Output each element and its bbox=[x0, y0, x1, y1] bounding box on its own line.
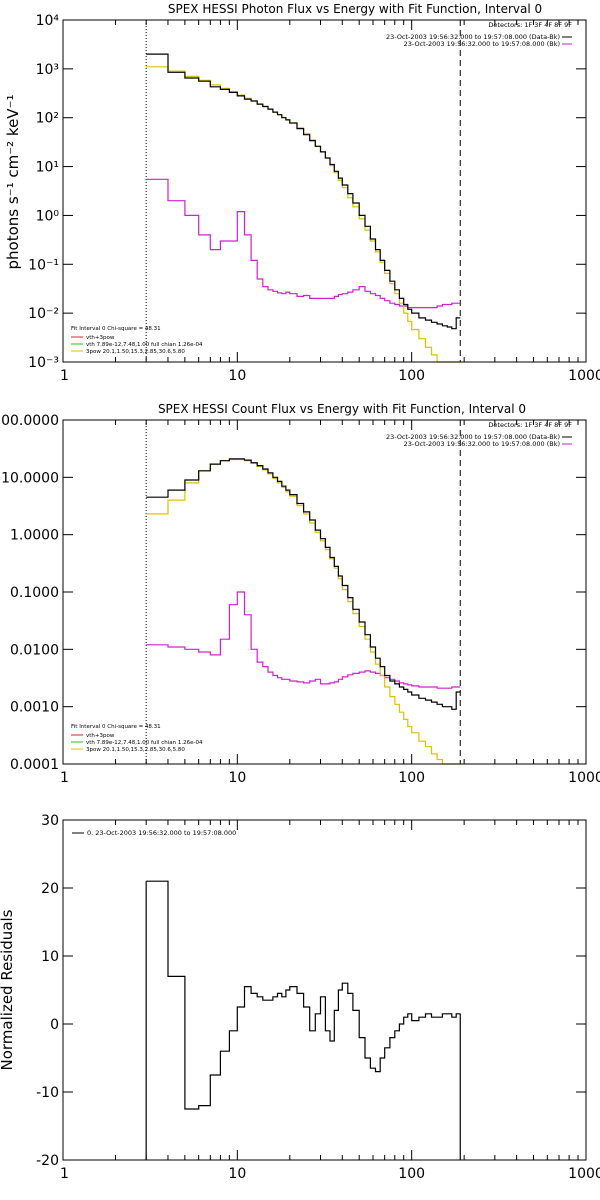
photon-xtick-label: 1 bbox=[60, 368, 69, 384]
photon-flux-panel: SPEX HESSI Photon Flux vs Energy with Fi… bbox=[4, 2, 600, 384]
resid-ytick-label: 0 bbox=[50, 1017, 59, 1033]
count-xtick-label: 1 bbox=[60, 770, 69, 786]
resid-ytick-label: 30 bbox=[41, 813, 59, 829]
count-flux-panel: SPEX HESSI Count Flux vs Energy with Fit… bbox=[0, 402, 600, 786]
count-ytick-label: 0.1000 bbox=[10, 585, 59, 601]
photon-series-0 bbox=[146, 53, 461, 330]
count-fit-vth: vth 7.89e-12,7.48,1.00 full chian 1.26e-… bbox=[86, 740, 203, 746]
photon-fit-total: vth+3pow bbox=[86, 335, 115, 341]
photon-series-group bbox=[145, 20, 461, 363]
count-xtick-label: 10 bbox=[228, 770, 246, 786]
count-ytick-label: 0.0001 bbox=[10, 757, 59, 773]
residuals-y-axis-label: Normalized Residuals bbox=[0, 909, 16, 1070]
photon-x-tick-labels: 1 10 100 1000 bbox=[60, 20, 600, 384]
resid-xtick-label: 10 bbox=[228, 1166, 246, 1182]
count-chart-title: SPEX HESSI Count Flux vs Energy with Fit… bbox=[158, 402, 526, 416]
resid-xtick-label: 1 bbox=[60, 1166, 69, 1182]
residuals-panel: Normalized Residuals -20 -10 0 10 20 30 1 10 10… bbox=[0, 813, 600, 1182]
count-xtick-label: 100 bbox=[398, 770, 425, 786]
residuals-plot-frame bbox=[62, 819, 587, 1161]
photon-ytick-label: 10⁻² bbox=[28, 306, 59, 322]
photon-y-axis-label: photons s⁻¹ cm⁻² keV⁻¹ bbox=[4, 95, 22, 270]
count-ytick-label: 10.0000 bbox=[1, 470, 59, 486]
count-xtick-label: 1000 bbox=[568, 770, 600, 786]
photon-xtick-label: 100 bbox=[398, 368, 425, 384]
photon-fit-chi: Fit Interval 0 Chi-square = 48.31 bbox=[71, 326, 161, 332]
resid-series-0 bbox=[146, 880, 461, 1110]
photon-plot-frame bbox=[62, 19, 587, 363]
count-series-1 bbox=[146, 591, 461, 689]
photon-ytick-label: 10⁻³ bbox=[28, 355, 59, 371]
resid-ytick-label: -10 bbox=[36, 1085, 59, 1101]
residuals-y-tick-labels: -20 -10 0 10 20 30 bbox=[36, 813, 586, 1169]
photon-xtick-label: 10 bbox=[228, 368, 246, 384]
count-ytick-label: 0.0100 bbox=[10, 642, 59, 658]
count-x-tick-labels: 1 10 100 1000 bbox=[60, 420, 600, 786]
resid-xtick-label: 1000 bbox=[568, 1166, 600, 1182]
count-fit-legend: Fit Interval 0 Chi-square = 48.31 vth+3p… bbox=[71, 724, 203, 753]
photon-ytick-label: 10³ bbox=[36, 62, 59, 78]
count-fit-total: vth+3pow bbox=[86, 733, 115, 739]
resid-ytick-label: 20 bbox=[41, 881, 59, 897]
photon-legend-bk: 23-Oct-2003 19:56:32.000 to 19:57:08.000… bbox=[404, 40, 560, 48]
photon-ytick-label: 10¹ bbox=[36, 160, 59, 176]
count-y-tick-labels: 0.0001 0.0010 0.0100 0.1000 1.0000 10.0000 100… bbox=[0, 413, 586, 773]
photon-fit-vth: vth 7.89e-12,7.48,1.00 full chian 1.26e-… bbox=[86, 342, 203, 348]
residuals-legend: 0. 23-Oct-2003 19:56:32.000 to 19:57:08.… bbox=[72, 829, 236, 837]
resid-ytick-label: 10 bbox=[41, 949, 59, 965]
photon-legend-detectors: Detectors: 1F 3F 4F 8F 9F bbox=[488, 21, 572, 29]
resid-ytick-label: -20 bbox=[36, 1153, 59, 1169]
photon-ytick-label: 10² bbox=[36, 111, 59, 127]
photon-series-2 bbox=[146, 66, 461, 363]
photon-series-1 bbox=[146, 178, 461, 309]
photon-xtick-label: 1000 bbox=[568, 368, 600, 384]
count-plot-frame bbox=[62, 419, 587, 765]
count-fit-3pow: 3pow 20.1,1.50,15.3,2.85,30.6,5.80 bbox=[86, 747, 185, 753]
residuals-series-group bbox=[145, 880, 461, 1160]
photon-legend-data: 23-Oct-2003 19:56:32.000 to 19:57:08.000… bbox=[386, 33, 560, 41]
count-top-legend: Detectors: 1F 3F 4F 8F 9F 23-Oct-2003 19… bbox=[386, 421, 572, 448]
count-legend-detectors: Detectors: 1F 3F 4F 8F 9F bbox=[488, 421, 572, 429]
photon-chart-title: SPEX HESSI Photon Flux vs Energy with Fi… bbox=[168, 2, 542, 16]
residuals-legend-text: 0. 23-Oct-2003 19:56:32.000 to 19:57:08.… bbox=[87, 829, 236, 837]
photon-fit-legend: Fit Interval 0 Chi-square = 48.31 vth+3p… bbox=[71, 326, 203, 355]
photon-y-tick-labels: 10⁻³ 10⁻² 10⁻¹ 10⁰ 10¹ 10² 10³ 10⁴ bbox=[28, 13, 586, 371]
count-ytick-label: 0.0010 bbox=[10, 700, 59, 716]
count-ytick-label: 1.0000 bbox=[10, 528, 59, 544]
count-legend-bk: 23-Oct-2003 19:56:32.000 to 19:57:08.000… bbox=[404, 440, 560, 448]
photon-top-legend: Detectors: 1F 3F 4F 8F 9F 23-Oct-2003 19… bbox=[386, 21, 572, 48]
residuals-x-tick-labels: 1 10 100 1000 bbox=[60, 820, 600, 1182]
count-series-0 bbox=[146, 458, 461, 710]
photon-ytick-label: 10⁰ bbox=[36, 208, 60, 224]
resid-xtick-label: 100 bbox=[398, 1166, 425, 1182]
count-legend-data: 23-Oct-2003 19:56:32.000 to 19:57:08.000… bbox=[386, 433, 560, 441]
photon-ytick-label: 10⁴ bbox=[36, 13, 60, 29]
count-fit-chi: Fit Interval 0 Chi-square = 48.31 bbox=[71, 724, 161, 730]
photon-ytick-label: 10⁻¹ bbox=[28, 257, 59, 273]
count-series-group bbox=[145, 420, 461, 765]
photon-fit-3pow: 3pow 20.1,1.50,15.3,2.85,30.6,5.80 bbox=[86, 349, 185, 355]
count-ytick-label: 100.0000 bbox=[0, 413, 59, 429]
